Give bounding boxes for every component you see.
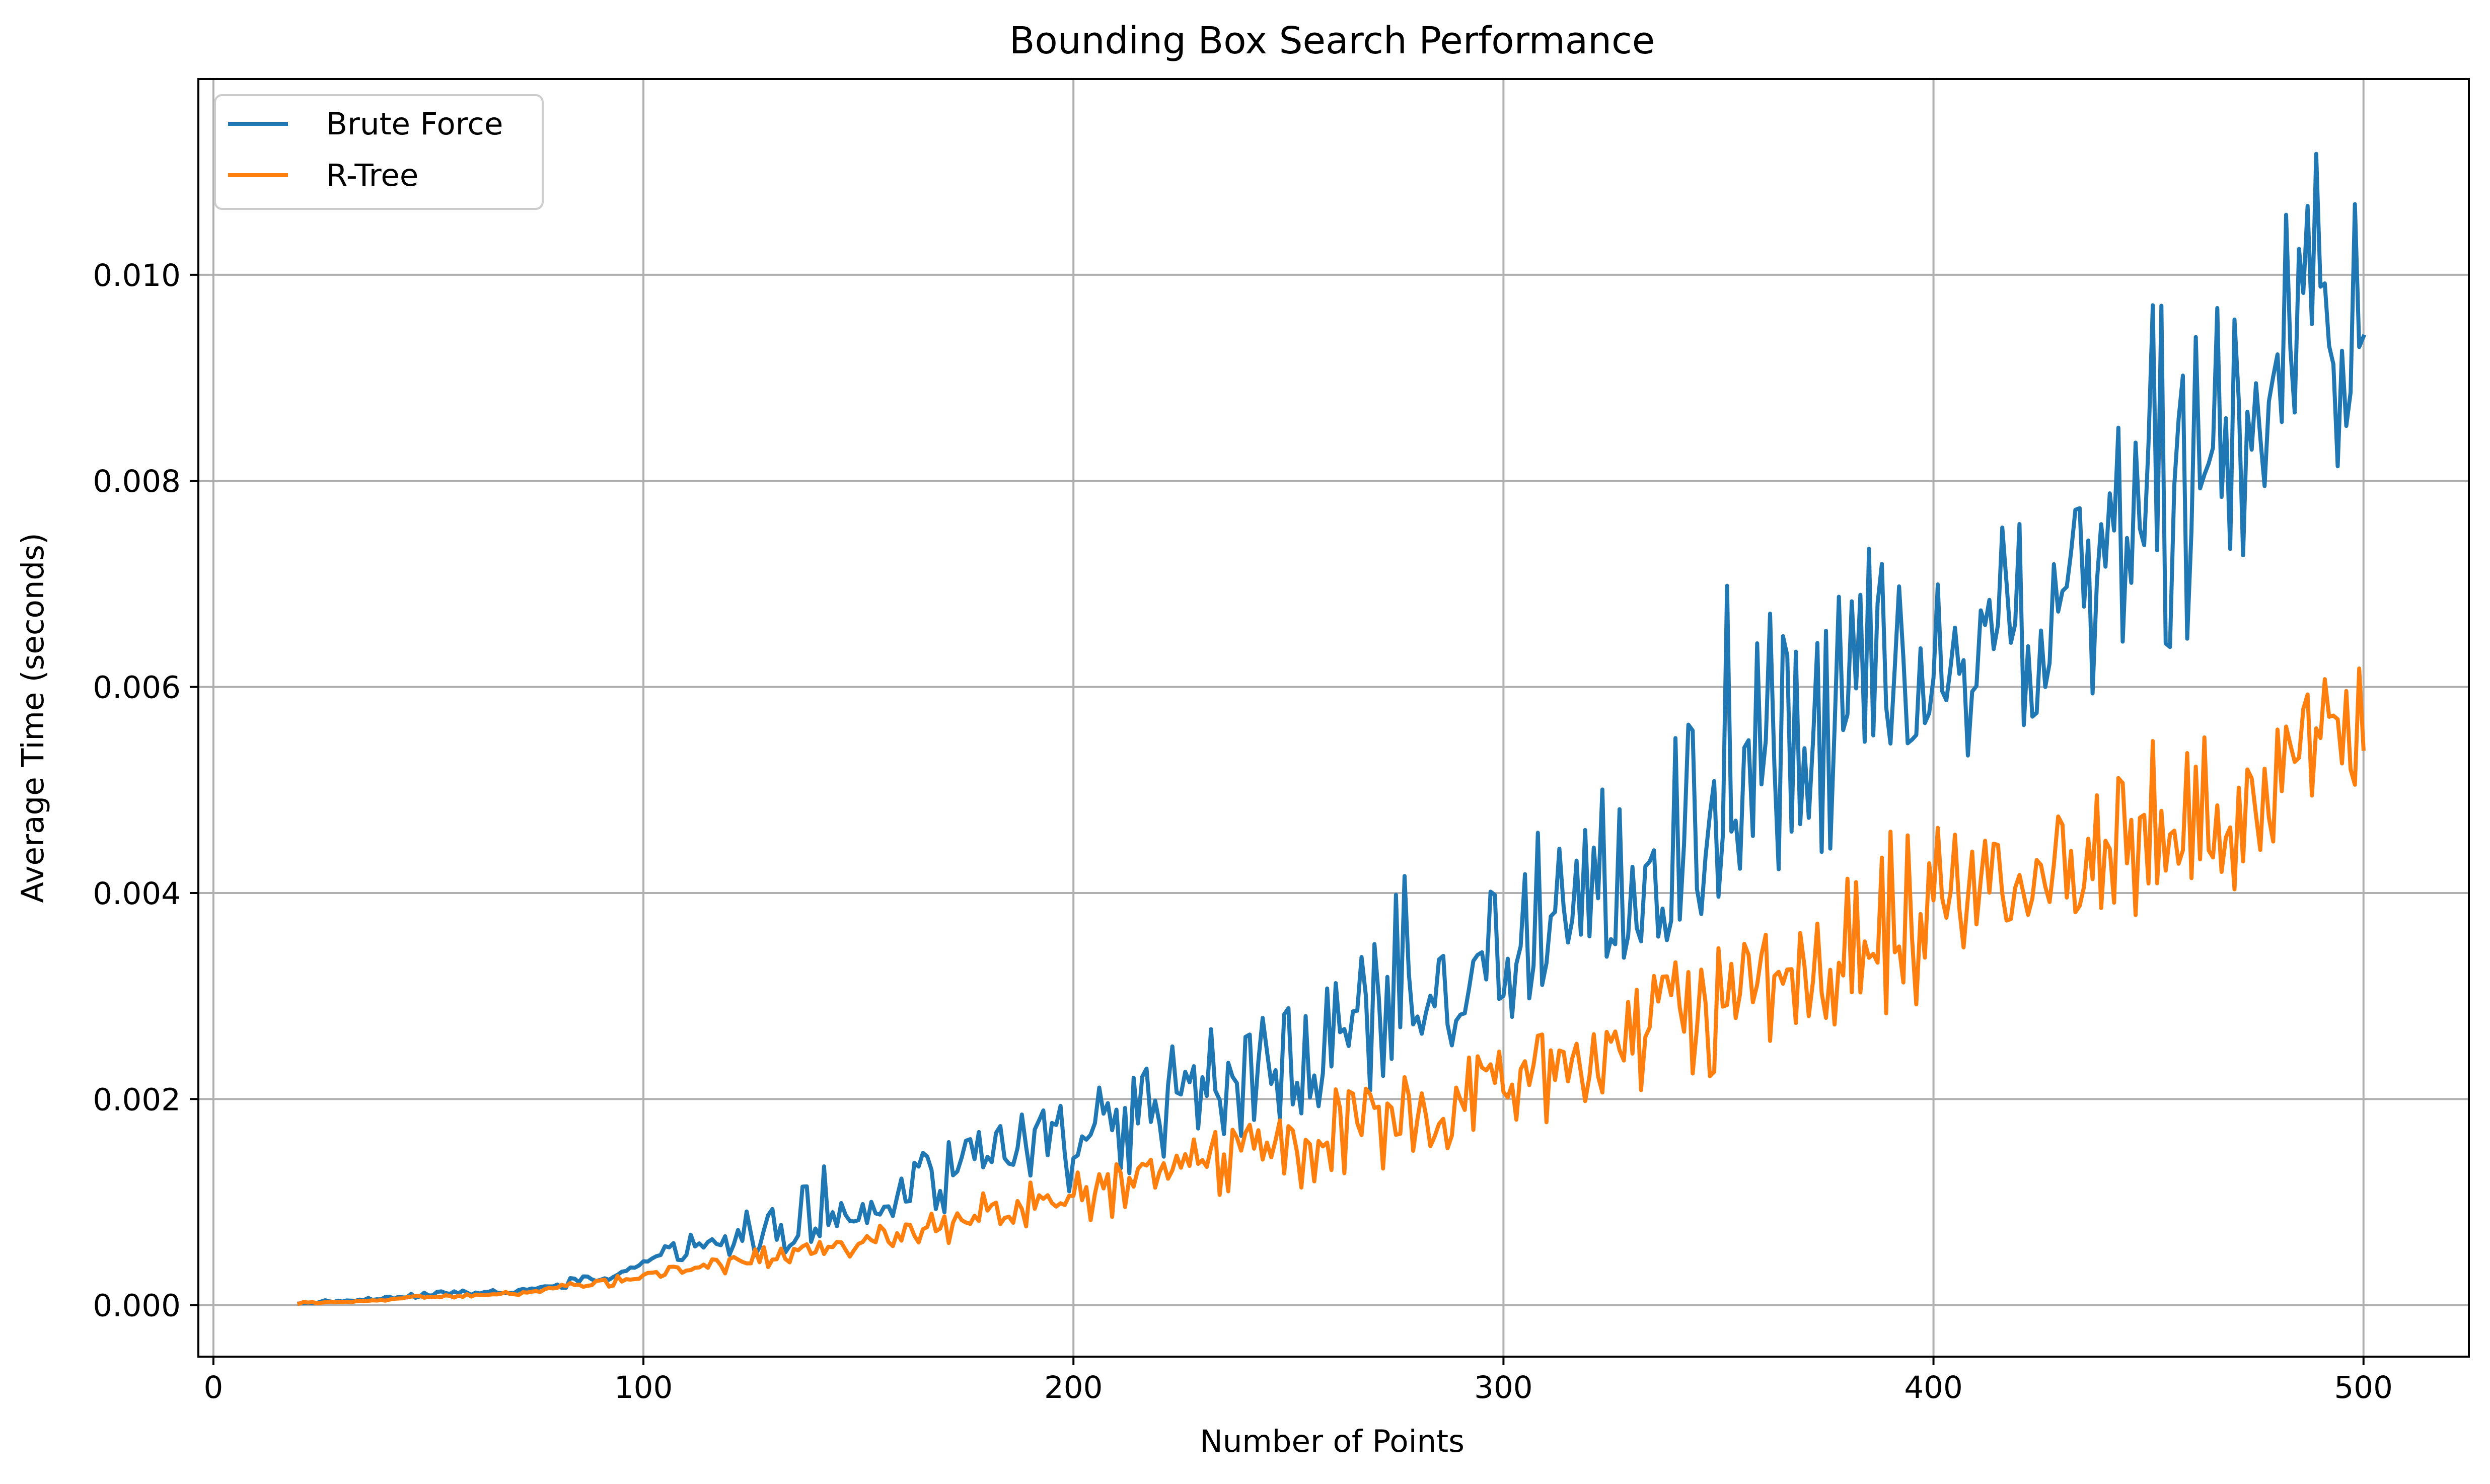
- x-tick-label: 100: [614, 1370, 673, 1405]
- y-tick-label: 0.006: [93, 670, 181, 706]
- legend-label-r-tree: R-Tree: [326, 158, 418, 193]
- legend-label-brute-force: Brute Force: [326, 106, 503, 142]
- legend: Brute Force R-Tree: [214, 94, 544, 210]
- y-tick-label: 0.008: [93, 464, 181, 499]
- x-tick-label: 300: [1474, 1370, 1532, 1405]
- x-axis-label: Number of Points: [1200, 1424, 1464, 1459]
- x-tick-label: 400: [1904, 1370, 1962, 1405]
- y-tick-label: 0.000: [93, 1288, 181, 1324]
- x-axis-ticks: 0 100 200 300 400 500: [203, 1357, 2393, 1405]
- chart-title: Bounding Box Search Performance: [1009, 19, 1655, 62]
- x-tick-label: 200: [1044, 1370, 1103, 1405]
- plot-lines: [297, 152, 2366, 1306]
- y-tick-label: 0.002: [93, 1082, 181, 1118]
- x-tick-label: 0: [203, 1370, 223, 1405]
- y-axis-ticks: 0.000 0.002 0.004 0.006 0.008 0.010: [93, 258, 198, 1324]
- y-axis-label: Average Time (seconds): [15, 533, 51, 903]
- series-line-r-tree: [297, 666, 2366, 1306]
- legend-box: [214, 94, 544, 210]
- x-tick-label: 500: [2334, 1370, 2393, 1405]
- plot-frame: [197, 78, 2470, 1358]
- y-tick-label: 0.004: [93, 876, 181, 912]
- series-line-brute-force: [297, 152, 2366, 1306]
- y-tick-label: 0.010: [93, 258, 181, 293]
